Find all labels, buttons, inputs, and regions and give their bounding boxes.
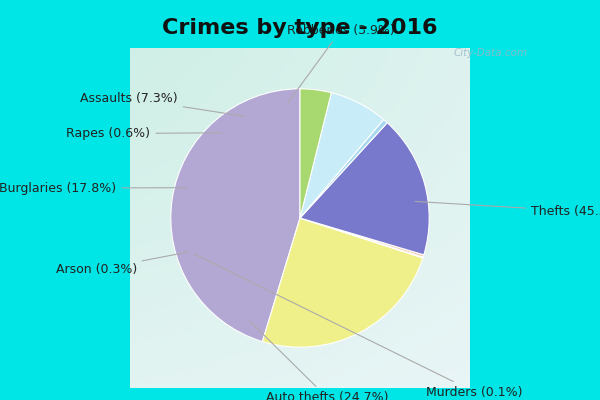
- Text: Arson (0.3%): Arson (0.3%): [56, 252, 188, 276]
- Text: Rapes (0.6%): Rapes (0.6%): [67, 127, 222, 140]
- Text: Burglaries (17.8%): Burglaries (17.8%): [0, 182, 188, 194]
- Wedge shape: [300, 218, 424, 257]
- Wedge shape: [300, 218, 423, 258]
- Text: City-Data.com: City-Data.com: [454, 48, 528, 58]
- Wedge shape: [300, 89, 331, 218]
- Wedge shape: [300, 120, 387, 218]
- Wedge shape: [300, 93, 383, 218]
- Wedge shape: [171, 89, 300, 342]
- Text: Murders (0.1%): Murders (0.1%): [194, 254, 523, 398]
- Text: Thefts (45.3%): Thefts (45.3%): [415, 202, 600, 218]
- Text: Robberies (3.9%): Robberies (3.9%): [287, 24, 395, 103]
- Wedge shape: [262, 218, 423, 347]
- Text: Auto thefts (24.7%): Auto thefts (24.7%): [250, 321, 388, 400]
- Text: Crimes by type - 2016: Crimes by type - 2016: [162, 18, 438, 38]
- Wedge shape: [300, 123, 429, 255]
- Text: Assaults (7.3%): Assaults (7.3%): [80, 92, 245, 116]
